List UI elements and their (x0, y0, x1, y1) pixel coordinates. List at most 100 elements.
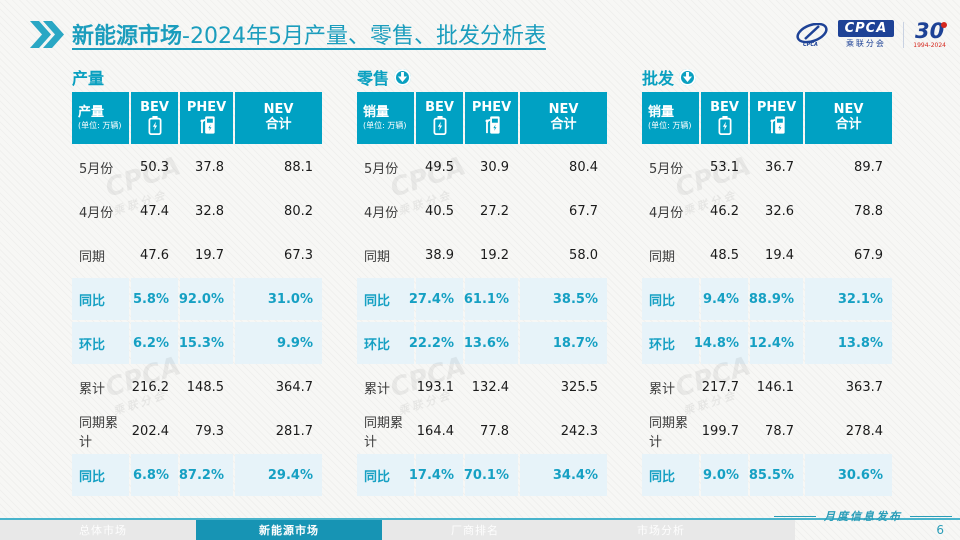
footer-note-text: 月度信息发布 (824, 510, 902, 523)
cell-value: 30.6% (805, 454, 892, 496)
row-label: 同期 (79, 249, 106, 265)
header-phev-label: PHEV (756, 99, 797, 115)
section-title: 产量 (72, 69, 105, 88)
cell-value: 18.7% (520, 322, 607, 364)
cell-value: 37.8 (195, 159, 224, 175)
cell-value: 22.2% (409, 322, 463, 364)
row-label: 同比 (642, 454, 699, 496)
cell-value: 89.7 (854, 159, 883, 175)
header-nev-line1: NEV (548, 102, 579, 118)
cpca-swoosh-icon: CPCA (796, 22, 828, 47)
battery-icon (148, 115, 161, 135)
header-nev-line2: 合计 (265, 117, 292, 132)
footer-note-line-right (910, 515, 952, 517)
row-label: 同比 (357, 454, 414, 496)
row-label: 同期 (364, 249, 391, 265)
table-header-label-cell: 销量 (单位: 万辆) (642, 92, 699, 144)
cell-value: 199.7 (701, 423, 739, 439)
cell-value: 164.4 (416, 423, 454, 439)
cell-value: 19.4 (765, 247, 794, 263)
cell-value: 148.5 (186, 379, 224, 395)
cell-value: 216.2 (131, 379, 169, 395)
cpca-logo-text: CPCA (837, 20, 895, 37)
anniversary-dot-icon (941, 21, 948, 28)
row-label: 4月份 (79, 205, 114, 221)
header-nev-line2: 合计 (550, 117, 577, 132)
cell-value: 88.1 (284, 159, 313, 175)
header-unit: (单位: 万辆) (78, 120, 122, 130)
header-label: 产量 (78, 104, 105, 120)
cell-value: 32.8 (195, 203, 224, 219)
cell-value: 40.5 (425, 203, 454, 219)
row-label: 同比 (72, 454, 129, 496)
cell-value: 193.1 (416, 379, 454, 395)
header-nev-line2: 合计 (835, 117, 862, 132)
cell-value: 88.9% (749, 278, 803, 320)
battery-icon (718, 115, 731, 135)
footer-note-line-left (774, 515, 816, 517)
cell-value: 78.8 (854, 203, 883, 219)
cell-value: 47.4 (140, 203, 169, 219)
slide-header: 新能源市场-2024年5月产量、零售、批发分析表 (30, 18, 546, 50)
battery-icon (433, 115, 446, 135)
cell-value: 31.0% (235, 278, 322, 320)
charging-station-icon (770, 116, 785, 135)
table-header-phev-cell: PHEV (465, 92, 518, 144)
footer-tab-总体市场[interactable]: 总体市场 (79, 524, 127, 537)
logo-group: CPCA CPCA 乘联分会 30 1994-2024 (795, 20, 948, 49)
footer-tab-新能源市场[interactable]: 新能源市场 (196, 520, 382, 540)
cell-value: 217.7 (701, 379, 739, 395)
cell-value: 80.4 (569, 159, 598, 175)
cell-value: 5.8% (131, 278, 178, 320)
table-section-产量: 产量 产量 (单位: 万辆) BEV PHEV NEV 合计 5月份 50.3 37.8 88.1 4… (72, 66, 322, 496)
footer-tab-市场分析[interactable]: 市场分析 (637, 524, 685, 537)
cell-value: 46.2 (710, 203, 739, 219)
row-label: 同比 (72, 278, 129, 320)
cell-value: 278.4 (845, 423, 883, 439)
cell-value: 70.1% (464, 454, 518, 496)
section-title: 批发 (642, 69, 675, 88)
charging-station-icon (200, 116, 215, 135)
cell-value: 19.7 (195, 247, 224, 263)
footer-tab-bar: 总体市场 新能源市场 厂商排名 市场分析 (0, 520, 795, 540)
double-chevron-icon (30, 20, 64, 48)
page-title: 新能源市场-2024年5月产量、零售、批发分析表 (72, 18, 546, 50)
header-bev-label: BEV (710, 100, 739, 116)
cell-value: 67.9 (854, 247, 883, 263)
cell-value: 6.2% (131, 322, 178, 364)
row-label: 同期累计 (649, 416, 689, 450)
cell-value: 85.5% (749, 454, 803, 496)
cell-value: 58.0 (569, 247, 598, 263)
row-label: 同期累计 (364, 416, 404, 450)
cell-value: 67.7 (569, 203, 598, 219)
cell-value: 47.6 (140, 247, 169, 263)
cpca-logo: CPCA 乘联分会 (837, 20, 895, 49)
table-header-bev-cell: BEV (701, 92, 748, 144)
cell-value: 6.8% (131, 454, 178, 496)
footer-tab-厂商排名[interactable]: 厂商排名 (451, 524, 499, 537)
cell-value: 34.4% (520, 454, 607, 496)
cell-value: 132.4 (471, 379, 509, 395)
data-table: 销量 (单位: 万辆) BEV PHEV NEV 合计 5月份 49.5 30.9 80.4 4月份… (357, 92, 607, 496)
cell-value: 36.7 (765, 159, 794, 175)
cell-value: 50.3 (140, 159, 169, 175)
row-label: 5月份 (79, 161, 114, 177)
down-arrow-icon (683, 72, 693, 82)
row-label: 5月份 (364, 161, 399, 177)
cell-value: 363.7 (845, 379, 883, 395)
down-arrow-badge (679, 68, 697, 86)
cell-value: 27.2 (480, 203, 509, 219)
row-label: 4月份 (649, 205, 684, 221)
section-header: 零售 (357, 66, 607, 88)
cell-value: 202.4 (131, 423, 169, 439)
row-label: 累计 (79, 381, 106, 397)
cell-value: 78.7 (765, 423, 794, 439)
cell-value: 146.1 (756, 379, 794, 395)
row-label: 环比 (642, 322, 699, 364)
cell-value: 281.7 (275, 423, 313, 439)
cell-value: 325.5 (560, 379, 598, 395)
cell-value: 30.9 (480, 159, 509, 175)
row-label: 同期累计 (79, 416, 119, 450)
cell-value: 49.5 (425, 159, 454, 175)
cell-value: 27.4% (409, 278, 463, 320)
